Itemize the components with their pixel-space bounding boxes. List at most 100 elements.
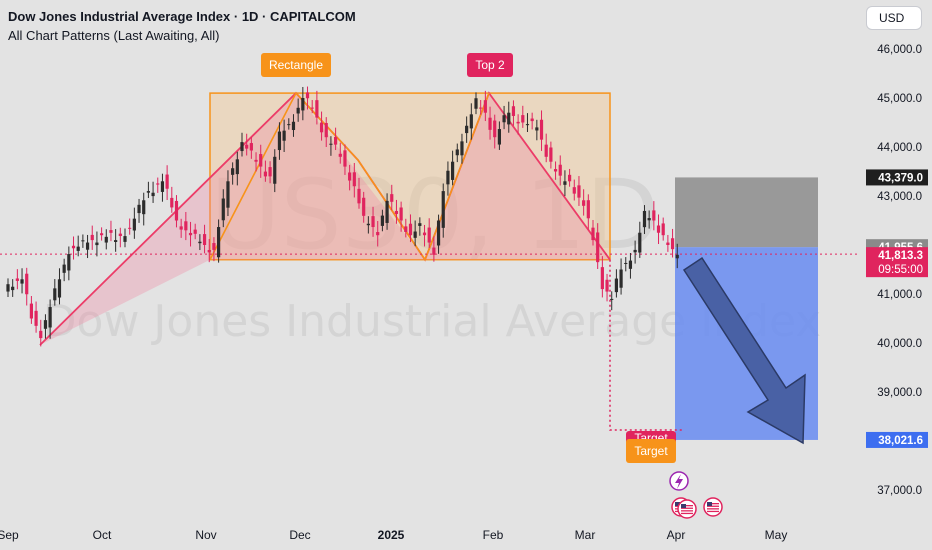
- down-arrow-drawing[interactable]: [682, 256, 806, 445]
- price-tick-label: 44,000.0: [877, 142, 922, 154]
- candle-body: [362, 197, 366, 216]
- candle-body: [455, 149, 459, 156]
- stop-loss-zone[interactable]: [675, 177, 818, 248]
- candle-body: [441, 191, 445, 228]
- indicator-label[interactable]: All Chart Patterns (Last Awaiting, All): [8, 28, 220, 43]
- candle-body: [48, 307, 52, 328]
- candle-body: [296, 107, 300, 114]
- time-axis[interactable]: Sep Oct Nov Dec 2025 Feb Mar Apr May: [0, 528, 787, 542]
- down-arrow-shape[interactable]: [682, 256, 806, 445]
- candle-body: [324, 122, 328, 138]
- candle-body: [43, 320, 48, 329]
- price-axis[interactable]: 37,000.038,000.039,000.040,000.041,000.0…: [860, 0, 932, 525]
- candle-body: [160, 181, 165, 192]
- candle-body: [432, 247, 436, 255]
- candle-body: [465, 125, 469, 134]
- flag-canton: [707, 502, 712, 506]
- candle-body: [142, 200, 146, 215]
- candle-body: [156, 183, 160, 185]
- rectangle-label: Rectangle: [261, 53, 331, 77]
- double-top-fill: [40, 93, 610, 345]
- candle-body: [235, 159, 239, 175]
- candle-body: [511, 106, 516, 116]
- chart-title: Dow Jones Industrial Average Index · 1D …: [8, 9, 356, 24]
- flag-stripe: [681, 510, 693, 512]
- candle-body: [165, 174, 169, 189]
- candle-body: [390, 194, 394, 202]
- time-tick-label: Oct: [93, 528, 112, 542]
- candle-body: [619, 269, 623, 288]
- candle-body: [109, 230, 113, 233]
- candle-body: [15, 278, 19, 281]
- candle-body: [212, 243, 216, 250]
- candlestick-series: [6, 86, 679, 347]
- event-markers[interactable]: [669, 471, 723, 519]
- candle-body: [245, 144, 249, 149]
- candle-body: [282, 130, 286, 141]
- rectangle-label-text: Rectangle: [269, 58, 323, 72]
- us-flag-event-icon[interactable]: [677, 499, 697, 519]
- candle-body: [380, 215, 384, 226]
- candle-body: [85, 242, 90, 250]
- price-tick-label: 43,000.0: [877, 191, 922, 203]
- candle-body: [114, 240, 118, 242]
- candle-body: [25, 273, 29, 295]
- candle-body: [422, 232, 427, 236]
- candle-body: [193, 229, 197, 234]
- time-tick-label: Apr: [667, 528, 686, 542]
- candle-body: [249, 143, 253, 151]
- candle-body: [479, 107, 483, 109]
- candle-body: [291, 121, 296, 131]
- time-tick-label: 2025: [378, 528, 405, 542]
- candle-body: [301, 98, 305, 111]
- candle-body: [198, 241, 202, 244]
- candle-body: [90, 234, 94, 241]
- candle-body: [469, 114, 473, 129]
- target-label: Target: [626, 439, 676, 463]
- candle-body: [179, 226, 183, 230]
- candle-body: [436, 220, 441, 246]
- candle-body: [558, 164, 562, 176]
- candle-body: [553, 169, 558, 172]
- lightning-glyph: [675, 474, 683, 489]
- candle-body: [624, 262, 628, 264]
- candle-body: [661, 223, 665, 236]
- flag-circle: [677, 499, 697, 519]
- stop-price-tag-bg: [866, 169, 928, 186]
- candle-body: [497, 129, 501, 145]
- candle-body: [474, 98, 478, 109]
- candle-body: [259, 154, 263, 167]
- candle-body: [366, 223, 370, 226]
- candle-body: [202, 234, 207, 245]
- candle-body: [525, 124, 530, 126]
- candle-body: [493, 120, 497, 138]
- candle-body: [614, 278, 618, 293]
- candle-body: [287, 124, 291, 126]
- flag-stripe: [707, 510, 719, 513]
- candle-body: [544, 144, 548, 157]
- candle-body: [675, 254, 679, 259]
- candle-body: [329, 143, 333, 145]
- flag-canton: [681, 504, 686, 508]
- candle-body: [319, 122, 324, 133]
- price-tick-label: 40,000.0: [877, 338, 922, 350]
- currency-selector[interactable]: USD: [866, 6, 922, 30]
- lightning-event-icon[interactable]: [669, 471, 689, 491]
- candle-body: [610, 298, 614, 300]
- us-flag-event-icon[interactable]: [703, 497, 723, 517]
- flag-stripe: [707, 508, 719, 510]
- candle-body: [231, 168, 235, 175]
- candle-body: [39, 330, 43, 339]
- flag-stripe: [681, 507, 693, 509]
- candle-body: [399, 207, 403, 221]
- candle-body: [20, 279, 24, 284]
- time-tick-label: Mar: [575, 528, 596, 542]
- flag-stripe: [707, 503, 719, 505]
- candle-body: [132, 218, 136, 231]
- time-tick-label: Dec: [289, 528, 310, 542]
- rectangle-zigzag-line[interactable]: [209, 91, 490, 262]
- target-price-tag: 38,021.6: [878, 435, 923, 447]
- target-price-tag-bg: [866, 431, 928, 448]
